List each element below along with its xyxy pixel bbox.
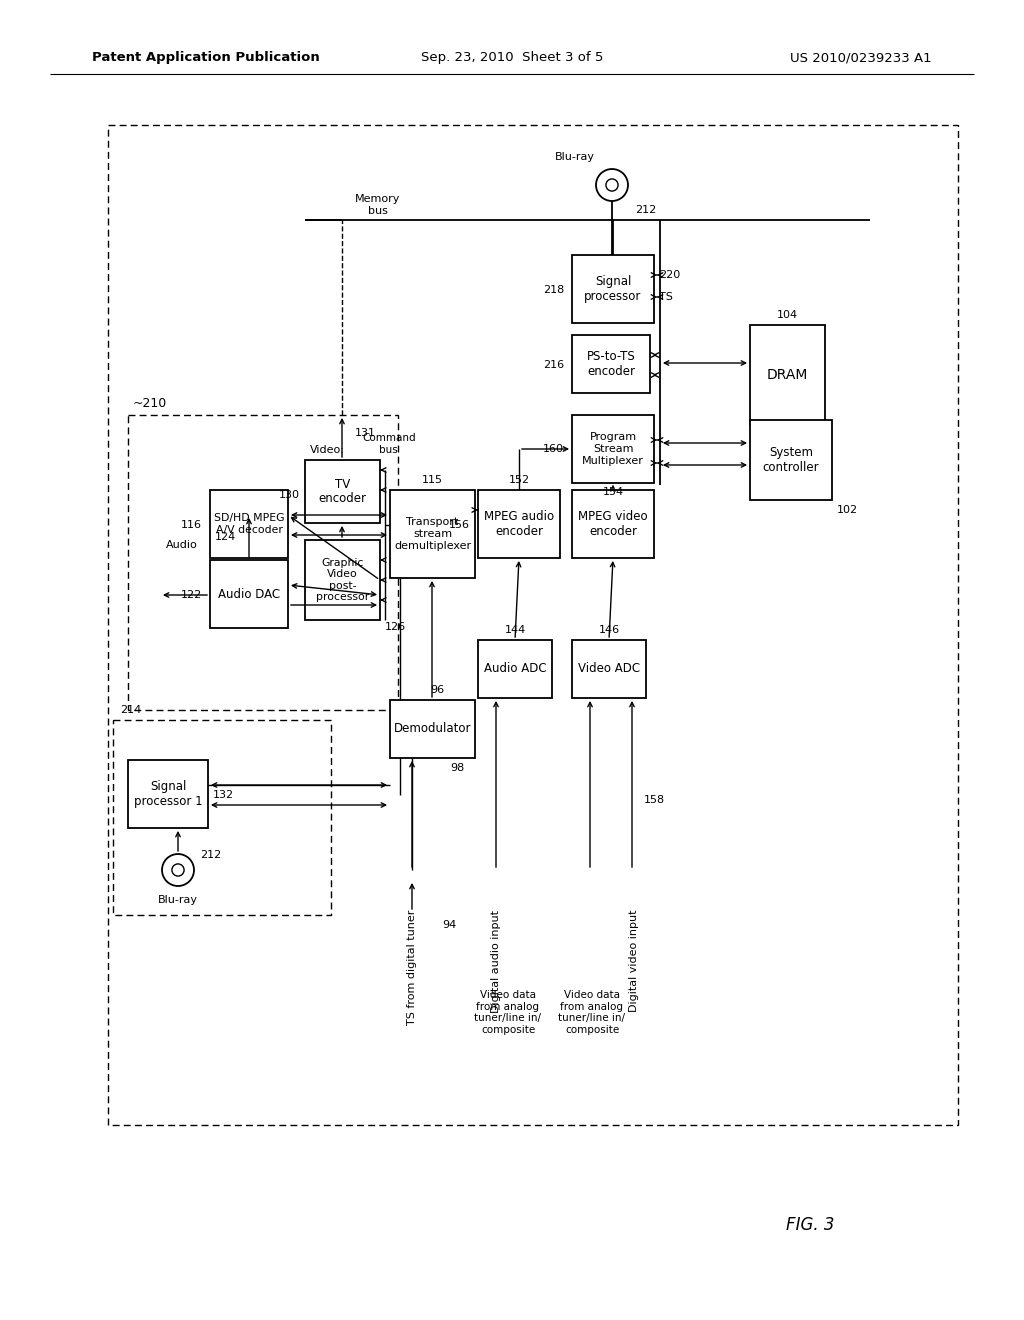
Text: 98: 98	[451, 763, 465, 774]
Text: 212: 212	[635, 205, 656, 215]
Text: MPEG video
encoder: MPEG video encoder	[579, 510, 648, 539]
Text: TS from digital tuner: TS from digital tuner	[407, 909, 417, 1026]
Text: Audio ADC: Audio ADC	[483, 663, 547, 676]
Text: 158: 158	[644, 795, 666, 805]
Text: ~210: ~210	[133, 397, 167, 411]
Text: 154: 154	[602, 487, 624, 498]
Text: Command
bus: Command bus	[362, 433, 416, 455]
Text: 152: 152	[509, 475, 529, 484]
Bar	[128, 760, 208, 828]
Text: Graphic
Video
post-
processor: Graphic Video post- processor	[315, 557, 369, 602]
Text: 214: 214	[120, 705, 141, 715]
Text: MPEG audio
encoder: MPEG audio encoder	[484, 510, 554, 539]
Text: SD/HD MPEG
A/V decoder: SD/HD MPEG A/V decoder	[214, 513, 285, 535]
Bar	[390, 700, 475, 758]
Text: PS-to-TS
encoder: PS-to-TS encoder	[587, 350, 635, 378]
Text: Video data
from analog
tuner/line in/
composite: Video data from analog tuner/line in/ co…	[474, 990, 542, 1035]
Bar	[108, 125, 958, 1125]
Bar	[390, 490, 475, 578]
Text: Transport
stream
demultiplexer: Transport stream demultiplexer	[394, 517, 471, 550]
Bar	[210, 490, 288, 558]
Text: System
controller: System controller	[763, 446, 819, 474]
Bar	[572, 414, 654, 483]
Text: Blu-ray: Blu-ray	[555, 152, 595, 162]
Text: Signal
processor: Signal processor	[585, 275, 642, 304]
Text: 104: 104	[777, 310, 798, 319]
Text: TV
encoder: TV encoder	[318, 478, 367, 506]
Text: Audio DAC: Audio DAC	[218, 587, 280, 601]
Text: 94: 94	[442, 920, 457, 931]
Text: 132: 132	[213, 789, 234, 800]
Text: 212: 212	[200, 850, 221, 861]
Text: 144: 144	[505, 624, 525, 635]
Text: Audio: Audio	[166, 540, 198, 550]
Text: Blu-ray: Blu-ray	[158, 895, 198, 906]
Text: 220: 220	[659, 271, 680, 280]
Text: Video ADC: Video ADC	[578, 663, 640, 676]
Bar	[305, 459, 380, 523]
Bar	[572, 255, 654, 323]
Text: 130: 130	[279, 490, 300, 500]
Text: 96: 96	[430, 685, 444, 696]
Text: Digital audio input: Digital audio input	[490, 909, 501, 1012]
Text: Program
Stream
Multiplexer: Program Stream Multiplexer	[582, 433, 644, 466]
Bar	[572, 490, 654, 558]
Text: 115: 115	[422, 475, 443, 484]
Text: FIG. 3: FIG. 3	[785, 1216, 835, 1234]
Text: 116: 116	[181, 520, 202, 531]
Bar	[572, 640, 646, 698]
Text: 131: 131	[355, 428, 376, 438]
Circle shape	[606, 180, 618, 191]
Bar	[113, 719, 331, 915]
Bar	[478, 640, 552, 698]
Text: 218: 218	[543, 285, 564, 294]
Text: DRAM: DRAM	[767, 368, 808, 381]
Bar	[305, 540, 380, 620]
Text: Video data
from analog
tuner/line in/
composite: Video data from analog tuner/line in/ co…	[558, 990, 626, 1035]
Bar	[572, 335, 650, 393]
Circle shape	[172, 863, 184, 876]
Text: 156: 156	[449, 520, 470, 531]
Text: 146: 146	[598, 624, 620, 635]
Bar	[210, 560, 288, 628]
Text: US 2010/0239233 A1: US 2010/0239233 A1	[791, 51, 932, 65]
Circle shape	[162, 854, 194, 886]
Text: Patent Application Publication: Patent Application Publication	[92, 51, 319, 65]
Text: 216: 216	[543, 360, 564, 370]
Bar	[128, 414, 398, 710]
Bar	[750, 325, 825, 425]
Text: Video:: Video:	[310, 445, 345, 455]
Text: 126: 126	[385, 622, 407, 632]
Text: TS: TS	[659, 292, 673, 302]
Bar	[750, 420, 831, 500]
Text: 122: 122	[181, 590, 202, 601]
Text: 160: 160	[543, 444, 564, 454]
Bar	[478, 490, 560, 558]
Text: Memory
bus: Memory bus	[355, 194, 400, 215]
Text: Sep. 23, 2010  Sheet 3 of 5: Sep. 23, 2010 Sheet 3 of 5	[421, 51, 603, 65]
Text: Demodulator: Demodulator	[394, 722, 471, 735]
Text: 124: 124	[215, 532, 237, 543]
Text: Digital video input: Digital video input	[629, 909, 639, 1012]
Text: Signal
processor 1: Signal processor 1	[134, 780, 203, 808]
Circle shape	[596, 169, 628, 201]
Text: 102: 102	[837, 506, 858, 515]
